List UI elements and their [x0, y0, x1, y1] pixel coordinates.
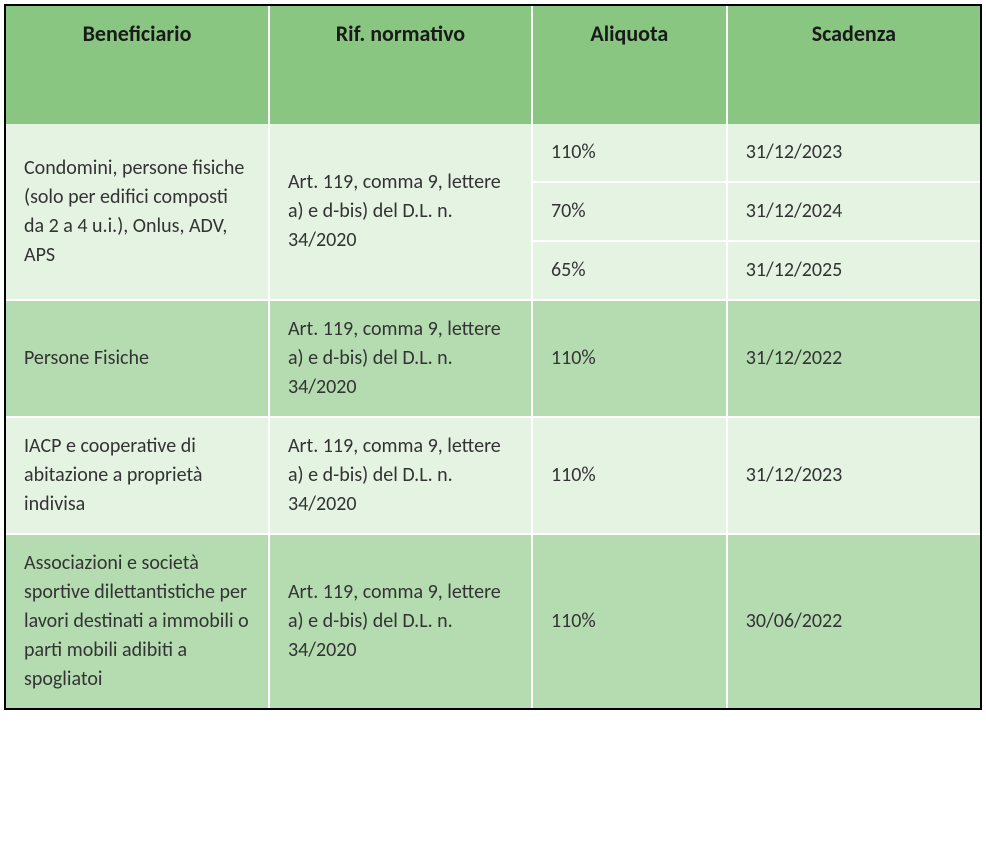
cell-aliquota: 110% [532, 124, 727, 182]
cell-aliquota: 70% [532, 182, 727, 241]
cell-scadenza: 31/12/2024 [727, 182, 980, 241]
cell-beneficiario: Persone Fisiche [6, 300, 269, 417]
table-row: IACP e cooperative di abitazione a propr… [6, 417, 980, 534]
cell-beneficiario: Condomini, persone fisiche (solo per edi… [6, 124, 269, 300]
cell-scadenza: 31/12/2022 [727, 300, 980, 417]
table: Beneficiario Rif. normativo Aliquota Sca… [6, 6, 980, 708]
table-row: Associazioni e società sportive dilettan… [6, 534, 980, 708]
regulatory-table: Beneficiario Rif. normativo Aliquota Sca… [4, 4, 982, 710]
col-header-beneficiario: Beneficiario [6, 6, 269, 124]
table-header-row: Beneficiario Rif. normativo Aliquota Sca… [6, 6, 980, 124]
cell-rif: Art. 119, comma 9, lettere a) e d-bis) d… [269, 417, 532, 534]
cell-rif: Art. 119, comma 9, lettere a) e d-bis) d… [269, 124, 532, 300]
cell-aliquota: 65% [532, 241, 727, 300]
col-header-rif: Rif. normativo [269, 6, 532, 124]
cell-aliquota: 110% [532, 417, 727, 534]
table-row: Condomini, persone fisiche (solo per edi… [6, 124, 980, 182]
cell-scadenza: 30/06/2022 [727, 534, 980, 708]
cell-scadenza: 31/12/2023 [727, 124, 980, 182]
cell-beneficiario: Associazioni e società sportive dilettan… [6, 534, 269, 708]
cell-scadenza: 31/12/2023 [727, 417, 980, 534]
cell-aliquota: 110% [532, 534, 727, 708]
cell-rif: Art. 119, comma 9, lettere a) e d-bis) d… [269, 534, 532, 708]
cell-scadenza: 31/12/2025 [727, 241, 980, 300]
cell-rif: Art. 119, comma 9, lettere a) e d-bis) d… [269, 300, 532, 417]
col-header-scadenza: Scadenza [727, 6, 980, 124]
col-header-aliquota: Aliquota [532, 6, 727, 124]
cell-aliquota: 110% [532, 300, 727, 417]
cell-beneficiario: IACP e cooperative di abitazione a propr… [6, 417, 269, 534]
table-row: Persone Fisiche Art. 119, comma 9, lette… [6, 300, 980, 417]
